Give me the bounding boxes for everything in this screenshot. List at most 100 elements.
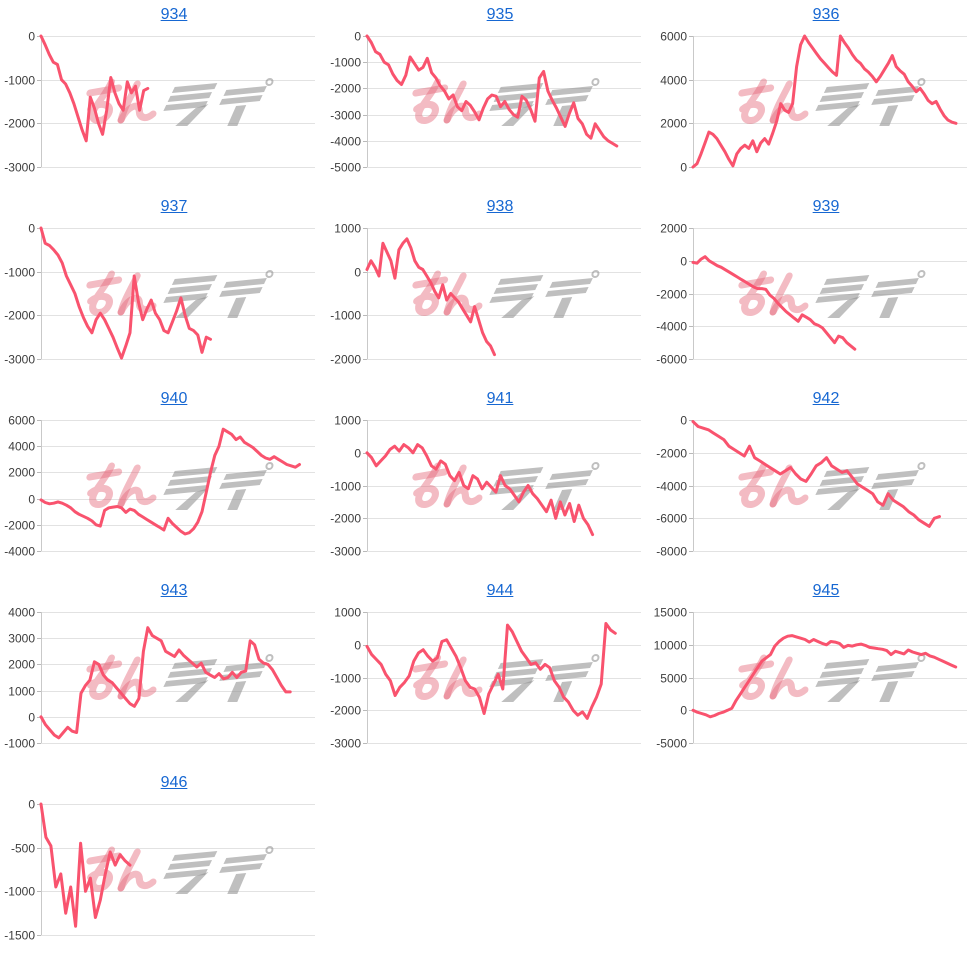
- chart-panel-937: 937 0 -1000 -2000 -3000: [0, 192, 326, 384]
- y-tick-label: 1000: [334, 414, 361, 428]
- y-tick-label: -1000: [330, 480, 361, 494]
- y-tick-label: 0: [354, 266, 361, 280]
- payout-line-series: [39, 427, 301, 536]
- chart-panel-944: 944 1000 0 -1000 -2000 -3000: [326, 576, 652, 768]
- y-tick-label: -1000: [4, 266, 35, 280]
- chart-title: 935: [367, 5, 633, 25]
- payout-line-series: [691, 255, 857, 351]
- watermark-minrepo: [85, 847, 273, 894]
- payout-line-series: [39, 34, 150, 143]
- y-tick-label: 0: [680, 414, 687, 428]
- y-tick-label: -2000: [4, 117, 35, 131]
- payout-line-series: [39, 802, 132, 928]
- y-tick-label: 6000: [660, 30, 687, 44]
- chart-title: 946: [41, 773, 307, 793]
- y-tick-label: 0: [28, 493, 35, 507]
- y-tick-label: -1000: [330, 56, 361, 70]
- y-tick-label: -2000: [330, 512, 361, 526]
- line-chart-941: 1000 0 -1000 -2000 -3000: [330, 414, 641, 559]
- line-chart-946: 0 -500 -1000 -1500: [4, 798, 315, 943]
- y-tick-label: -1000: [4, 737, 35, 751]
- machine-link-941[interactable]: 941: [486, 390, 514, 407]
- y-tick-label: -2000: [4, 309, 35, 323]
- y-tick-label: 0: [354, 447, 361, 461]
- y-tick-label: 2000: [8, 466, 35, 480]
- line-chart-944: 1000 0 -1000 -2000 -3000: [330, 606, 641, 751]
- y-tick-label: -1000: [4, 885, 35, 899]
- chart-title: 942: [693, 389, 959, 409]
- y-tick-label: -4000: [330, 135, 361, 149]
- chart-panel-934: 934 0 -1000 -2000 -3000: [0, 0, 326, 192]
- y-tick-label: -3000: [330, 545, 361, 559]
- y-tick-label: 0: [28, 711, 35, 725]
- chart-panel-943: 943 4000 3000 2000 1000 0 -1000: [0, 576, 326, 768]
- watermark-minrepo: [85, 463, 273, 510]
- machine-link-937[interactable]: 937: [160, 198, 188, 215]
- y-tick-label: -2000: [656, 447, 687, 461]
- y-tick-label: 1000: [8, 685, 35, 699]
- y-tick-label: -3000: [330, 109, 361, 123]
- y-tick-label: -5000: [330, 161, 361, 175]
- y-tick-label: 5000: [660, 672, 687, 686]
- y-tick-label: 10000: [654, 639, 688, 653]
- y-tick-label: 0: [680, 704, 687, 718]
- payout-line-series: [365, 443, 595, 537]
- y-tick-label: 15000: [654, 606, 688, 620]
- y-tick-label: -3000: [4, 353, 35, 367]
- machine-link-935[interactable]: 935: [486, 6, 514, 23]
- chart-title: 941: [367, 389, 633, 409]
- y-tick-label: -2000: [656, 288, 687, 302]
- watermark-minrepo: [85, 271, 273, 318]
- machine-link-942[interactable]: 942: [812, 390, 840, 407]
- line-chart-938: 1000 0 -1000 -2000: [330, 222, 641, 367]
- y-tick-label: 6000: [8, 414, 35, 428]
- y-tick-label: -2000: [330, 353, 361, 367]
- chart-panel-941: 941 1000 0 -1000 -2000 -3000: [326, 384, 652, 576]
- payout-line-series: [39, 626, 292, 740]
- machine-link-944[interactable]: 944: [486, 582, 514, 599]
- y-tick-label: 2000: [8, 658, 35, 672]
- machine-link-945[interactable]: 945: [812, 582, 840, 599]
- machine-link-940[interactable]: 940: [160, 390, 188, 407]
- line-chart-939: 2000 0 -2000 -4000 -6000: [656, 222, 967, 367]
- chart-panel-939: 939 2000 0 -2000 -4000 -6000: [652, 192, 978, 384]
- payout-line-series: [365, 622, 617, 720]
- y-tick-label: -5000: [656, 737, 687, 751]
- y-tick-label: -4000: [656, 480, 687, 494]
- chart-title: 936: [693, 5, 959, 25]
- y-tick-label: 0: [28, 798, 35, 812]
- payout-line-series: [691, 420, 941, 528]
- chart-panel-935: 935 0 -1000 -2000 -3000 -4000 -5000: [326, 0, 652, 192]
- chart-title: 940: [41, 389, 307, 409]
- line-chart-945: 15000 10000 5000 0 -5000: [654, 606, 967, 751]
- line-chart-943: 4000 3000 2000 1000 0 -1000: [4, 606, 315, 751]
- y-tick-label: -3000: [330, 737, 361, 751]
- line-chart-934: 0 -1000 -2000 -3000: [4, 30, 315, 175]
- payout-line-series: [691, 34, 958, 169]
- chart-panel-945: 945 15000 10000 5000 0 -5000: [652, 576, 978, 768]
- line-chart-942: 0 -2000 -4000 -6000 -8000: [656, 414, 967, 559]
- line-chart-940: 6000 4000 2000 0 -2000 -4000: [4, 414, 315, 559]
- y-tick-label: 2000: [660, 222, 687, 236]
- y-tick-label: -2000: [4, 519, 35, 533]
- y-tick-label: 0: [354, 639, 361, 653]
- machine-link-939[interactable]: 939: [812, 198, 840, 215]
- chart-title: 939: [693, 197, 959, 217]
- line-chart-935: 0 -1000 -2000 -3000 -4000 -5000: [330, 30, 641, 175]
- y-tick-label: 4000: [660, 74, 687, 88]
- machine-link-946[interactable]: 946: [160, 774, 188, 791]
- y-tick-label: 0: [680, 161, 687, 175]
- machine-link-943[interactable]: 943: [160, 582, 188, 599]
- y-tick-label: 0: [28, 222, 35, 236]
- machine-link-936[interactable]: 936: [812, 6, 840, 23]
- chart-title: 934: [41, 5, 307, 25]
- y-tick-label: -8000: [656, 545, 687, 559]
- y-tick-label: -2000: [330, 82, 361, 96]
- y-tick-label: 2000: [660, 117, 687, 131]
- machine-link-938[interactable]: 938: [486, 198, 514, 215]
- payout-line-series: [365, 34, 619, 148]
- y-tick-label: -1000: [4, 74, 35, 88]
- machine-link-934[interactable]: 934: [160, 6, 188, 23]
- chart-panel-938: 938 1000 0 -1000 -2000: [326, 192, 652, 384]
